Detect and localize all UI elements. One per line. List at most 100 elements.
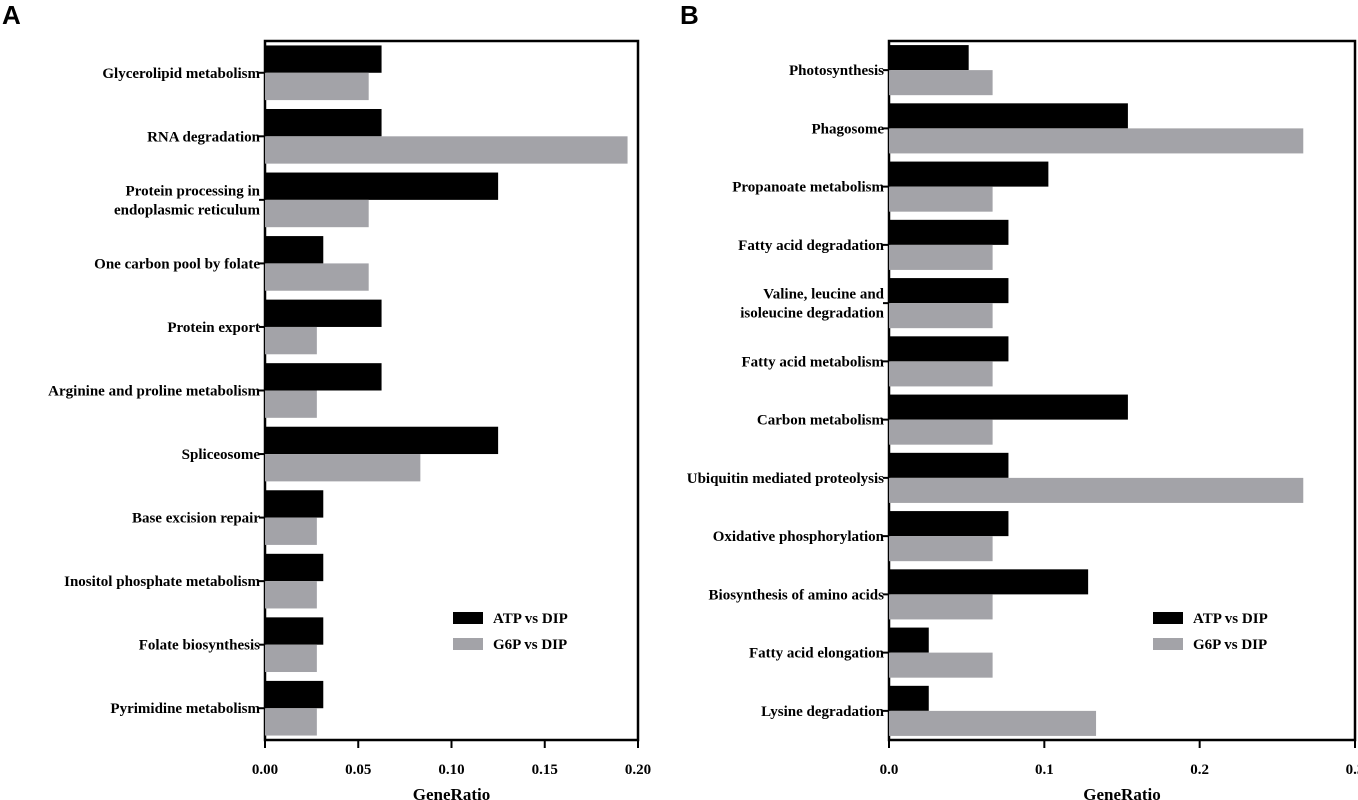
legend-swatch	[453, 612, 483, 624]
category-label: Pyrimidine metabolism	[110, 701, 260, 717]
bar-atp-vs-dip	[889, 45, 969, 71]
bar-atp-vs-dip	[889, 627, 929, 653]
category-label-line: endoplasmic reticulum	[114, 202, 260, 218]
panel-b: B Photosynthesis Phagosome Propanoate metab…	[680, 0, 1358, 800]
bar-atp-vs-dip	[265, 553, 324, 582]
bar-atp-vs-dip	[265, 363, 382, 391]
bar-atp-vs-dip	[265, 617, 324, 645]
legend-swatch	[453, 638, 483, 650]
bar-g6p-vs-dip	[889, 70, 993, 96]
panel-letter: A	[2, 0, 21, 30]
bar-atp-vs-dip	[265, 680, 324, 709]
category-label: Folate biosynthesis	[139, 638, 260, 654]
category-label: Inositol phosphate metabolism	[64, 574, 260, 590]
bar-atp-vs-dip	[265, 45, 382, 73]
bar-atp-vs-dip	[889, 685, 929, 711]
bar-atp-vs-dip	[889, 278, 1009, 304]
bar-g6p-vs-dip	[889, 128, 1304, 154]
panel-letter: B	[680, 0, 699, 30]
x-tick-label: 0.3	[1346, 762, 1358, 778]
legend-swatch	[1153, 612, 1183, 624]
category-label: One carbon pool by folate	[94, 256, 260, 272]
x-tick-label: 0.05	[345, 762, 371, 778]
category-label: Fatty acid elongation	[749, 646, 885, 662]
category-label-line: Lysine degradation	[761, 704, 885, 720]
category-label-line: Biosynthesis of amino acids	[709, 587, 885, 603]
category-label-line: Propanoate metabolism	[732, 180, 884, 196]
category-label: Spliceosome	[182, 447, 261, 463]
bar-g6p-vs-dip	[889, 710, 1097, 736]
category-label: Glycerolipid metabolism	[102, 66, 260, 82]
bar-g6p-vs-dip	[265, 136, 628, 164]
bar-g6p-vs-dip	[889, 652, 993, 678]
category-label-line: Glycerolipid metabolism	[102, 66, 260, 82]
category-label-line: Photosynthesis	[789, 63, 884, 79]
bar-g6p-vs-dip	[889, 186, 993, 212]
bar-atp-vs-dip	[265, 426, 499, 455]
bar-g6p-vs-dip	[265, 708, 317, 736]
category-label-line: Protein export	[167, 320, 260, 336]
bar-atp-vs-dip	[889, 336, 1009, 362]
x-tick-label: 0.2	[1190, 762, 1209, 778]
category-label-line: Arginine and proline metabolism	[48, 384, 260, 400]
bar-g6p-vs-dip	[889, 477, 1304, 503]
category-label: Propanoate metabolism	[732, 180, 884, 196]
bar-atp-vs-dip	[889, 569, 1089, 595]
category-label: Base excision repair	[132, 511, 260, 527]
legend-swatch	[1153, 638, 1183, 650]
x-tick-label: 0.15	[532, 762, 558, 778]
category-label-line: One carbon pool by folate	[94, 256, 260, 272]
bar-atp-vs-dip	[265, 490, 324, 518]
bar-atp-vs-dip	[889, 452, 1009, 478]
category-label: Protein processing in endoplasmic reticul…	[114, 183, 261, 218]
x-tick-label: 0.20	[625, 762, 651, 778]
category-label-line: Fatty acid metabolism	[742, 354, 885, 370]
category-label-line: Phagosome	[812, 121, 885, 137]
bar-g6p-vs-dip	[265, 581, 317, 609]
bar-atp-vs-dip	[889, 394, 1128, 420]
category-label: Protein export	[167, 320, 260, 336]
category-label: Carbon metabolism	[757, 413, 885, 429]
category-label: Arginine and proline metabolism	[48, 384, 260, 400]
bar-g6p-vs-dip	[265, 454, 421, 482]
panel-a: A Glycerolipid metabolism RNA degradation P…	[2, 0, 651, 800]
x-tick-label: 0.10	[438, 762, 464, 778]
category-label-line: Protein processing in	[126, 183, 261, 199]
x-axis-title: GeneRatio	[1083, 785, 1160, 800]
x-tick-label: 0.00	[252, 762, 278, 778]
category-label-line: Inositol phosphate metabolism	[64, 574, 260, 590]
bar-atp-vs-dip	[889, 161, 1049, 187]
category-label: Biosynthesis of amino acids	[709, 587, 885, 603]
bar-atp-vs-dip	[265, 108, 382, 137]
category-label-line: Oxidative phosphorylation	[713, 529, 885, 545]
category-label-line: Carbon metabolism	[757, 413, 885, 429]
legend-label: ATP vs DIP	[1193, 611, 1268, 627]
bar-g6p-vs-dip	[265, 517, 317, 545]
bar-g6p-vs-dip	[265, 199, 369, 228]
category-label: Fatty acid degradation	[738, 238, 884, 254]
category-label-line: Spliceosome	[182, 447, 261, 463]
x-axis-title: GeneRatio	[413, 785, 490, 800]
x-tick-label: 0.0	[880, 762, 899, 778]
legend-label: G6P vs DIP	[1193, 637, 1267, 653]
category-label: Ubiquitin mediated proteolysis	[687, 471, 884, 487]
category-label: Fatty acid metabolism	[742, 354, 885, 370]
category-label-line: Folate biosynthesis	[139, 638, 260, 654]
bar-atp-vs-dip	[265, 172, 499, 200]
bar-g6p-vs-dip	[889, 244, 993, 270]
bar-g6p-vs-dip	[889, 361, 993, 387]
category-label: RNA degradation	[147, 129, 261, 145]
category-label-line: Base excision repair	[132, 511, 260, 527]
category-label-line: Fatty acid elongation	[749, 646, 885, 662]
category-label: Valine, leucine and isoleucine degradatio…	[740, 287, 884, 322]
bar-g6p-vs-dip	[265, 644, 317, 673]
bar-g6p-vs-dip	[889, 536, 993, 562]
category-label: Phagosome	[812, 121, 885, 137]
x-tick-label: 0.1	[1035, 762, 1054, 778]
category-label-line: Pyrimidine metabolism	[110, 701, 260, 717]
category-label-line: isoleucine degradation	[740, 306, 884, 322]
category-label-line: Ubiquitin mediated proteolysis	[687, 471, 884, 487]
bar-g6p-vs-dip	[889, 303, 993, 329]
plot-frame	[887, 39, 1357, 742]
